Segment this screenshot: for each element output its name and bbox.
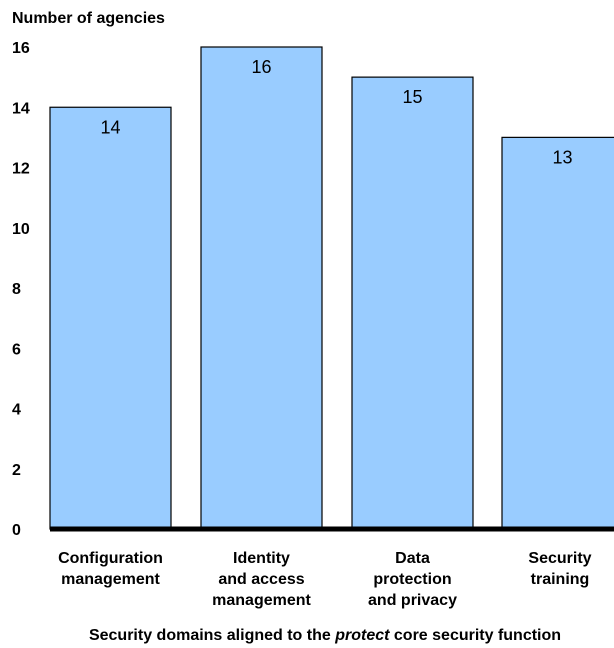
y-tick-label: 2: [12, 462, 21, 479]
bar: [200, 46, 323, 530]
y-tick-label: 0: [12, 522, 21, 539]
bar: [501, 136, 614, 530]
category-label-line: Configuration: [58, 550, 163, 567]
x-axis-label-part2: core security function: [389, 627, 561, 644]
data-label: 15: [402, 87, 422, 107]
category-label-line: management: [212, 592, 311, 609]
category-labels: Configuration management Identity and acces…: [58, 550, 592, 609]
category-label-line: and access: [218, 571, 304, 588]
category-label-line: protection: [373, 571, 451, 588]
x-axis-label: Security domains aligned to the protect …: [89, 627, 561, 644]
category-label-line: management: [61, 571, 160, 588]
bar: [351, 76, 474, 530]
category-label-line: Identity: [233, 550, 290, 567]
x-axis-label-part1: Security domains aligned to the: [89, 627, 335, 644]
data-label: 16: [251, 57, 271, 77]
y-axis-ticks: 0 2 4 6 8 10 12 14 16: [12, 40, 30, 539]
bars: [49, 46, 614, 530]
y-tick-label: 6: [12, 341, 21, 358]
y-axis-label: Number of agencies: [12, 10, 165, 27]
data-label: 14: [100, 117, 120, 137]
category-label-line: Data: [395, 550, 430, 567]
category-label-line: training: [531, 571, 590, 588]
y-tick-label: 14: [12, 100, 30, 117]
y-tick-label: 10: [12, 221, 30, 238]
y-tick-label: 8: [12, 281, 21, 298]
category-label: Configuration management: [58, 550, 163, 588]
x-axis-label-emphasis: protect: [334, 627, 390, 644]
data-label: 13: [552, 147, 572, 167]
category-label: Security training: [528, 550, 591, 588]
data-labels: 14 16 15 13: [100, 57, 572, 167]
y-tick-label: 4: [12, 402, 21, 419]
y-tick-label: 12: [12, 161, 30, 178]
y-tick-label: 16: [12, 40, 30, 57]
bar: [49, 106, 172, 530]
category-label-line: and privacy: [368, 592, 457, 609]
category-label: Data protection and privacy: [368, 550, 457, 609]
category-label-line: Security: [528, 550, 591, 567]
category-label: Identity and access management: [212, 550, 311, 609]
